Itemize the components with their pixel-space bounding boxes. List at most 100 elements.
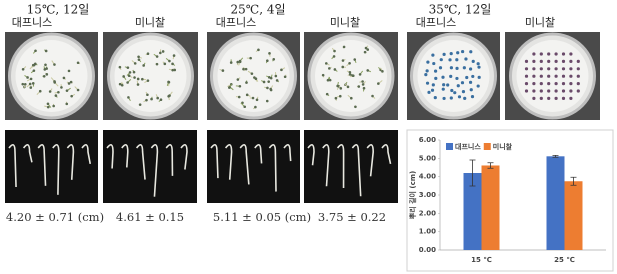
seed xyxy=(44,63,47,67)
seed xyxy=(67,82,71,85)
seed xyxy=(28,82,32,86)
seed xyxy=(31,82,35,85)
panel-title: 15℃, 12일 xyxy=(27,3,90,17)
seed xyxy=(561,96,566,100)
seed xyxy=(462,66,466,70)
dish-paper xyxy=(516,40,589,112)
seed xyxy=(26,76,29,79)
seed xyxy=(133,76,136,79)
seed xyxy=(341,65,345,69)
panel-label: 미니찰 xyxy=(330,16,360,29)
seed xyxy=(62,76,66,80)
seed xyxy=(456,84,460,88)
root xyxy=(135,144,146,180)
seed xyxy=(145,98,148,102)
seed xyxy=(34,49,37,53)
seed xyxy=(576,89,580,93)
seed xyxy=(463,96,467,100)
seed xyxy=(539,89,543,93)
seed xyxy=(338,94,342,98)
seed xyxy=(328,78,332,82)
seed xyxy=(348,73,352,76)
seed xyxy=(132,70,136,74)
seed xyxy=(455,66,459,70)
seed xyxy=(532,74,536,78)
root xyxy=(268,144,277,192)
root-photo xyxy=(103,130,197,203)
root xyxy=(106,144,114,169)
seed xyxy=(569,96,573,100)
seed xyxy=(69,80,73,84)
seed xyxy=(138,103,142,106)
seed xyxy=(48,90,52,93)
seed xyxy=(57,90,60,94)
seed xyxy=(431,53,435,57)
measurement: 4.20 ± 0.71 (cm) xyxy=(6,210,104,224)
seed xyxy=(477,65,481,69)
seed xyxy=(325,92,329,96)
seed xyxy=(342,45,346,49)
seed xyxy=(29,77,33,81)
seed xyxy=(142,64,145,67)
seed xyxy=(65,89,69,92)
seed xyxy=(118,82,122,86)
seed xyxy=(46,102,50,106)
seed xyxy=(266,86,269,90)
seed xyxy=(561,52,566,56)
seed xyxy=(23,83,27,86)
seed xyxy=(332,55,336,58)
panel-title: 25℃, 4일 xyxy=(231,3,286,17)
seed xyxy=(254,105,257,109)
seed xyxy=(76,88,80,92)
seed xyxy=(547,67,551,71)
seed xyxy=(67,69,71,73)
seed xyxy=(439,58,443,62)
seed xyxy=(159,51,162,55)
seed xyxy=(539,82,543,86)
seed xyxy=(161,50,165,53)
seed xyxy=(141,77,144,81)
seed xyxy=(146,52,150,55)
root xyxy=(22,144,33,163)
seed xyxy=(554,52,558,56)
seed xyxy=(122,75,125,78)
seed xyxy=(470,95,475,99)
seed xyxy=(569,89,573,93)
seed xyxy=(547,89,551,93)
seed xyxy=(366,69,370,72)
error-bar xyxy=(487,162,494,169)
seed xyxy=(348,70,352,74)
seed xyxy=(136,83,140,86)
seed xyxy=(441,87,445,91)
seed xyxy=(172,54,176,57)
seed xyxy=(576,59,580,64)
seed xyxy=(547,59,551,64)
seed xyxy=(554,82,558,86)
seed xyxy=(469,67,473,71)
legend-label: 대프니스 xyxy=(455,142,481,151)
seed xyxy=(136,77,140,81)
seed xyxy=(532,82,536,86)
seed xyxy=(21,82,25,86)
seed xyxy=(341,59,345,62)
seed xyxy=(471,59,475,63)
seed xyxy=(366,48,370,51)
seed xyxy=(262,80,266,84)
seed xyxy=(254,77,258,80)
seed xyxy=(245,81,248,84)
seed xyxy=(133,62,137,65)
seed xyxy=(350,96,353,100)
seed xyxy=(268,52,271,55)
error-bar xyxy=(469,159,476,187)
seed xyxy=(228,86,231,89)
seed xyxy=(242,67,245,71)
seed xyxy=(146,79,150,82)
y-tick-label: 0.00 xyxy=(419,246,436,254)
root xyxy=(283,144,292,162)
root xyxy=(239,144,250,185)
seed xyxy=(126,81,129,84)
seed xyxy=(238,84,242,88)
seed xyxy=(455,58,459,62)
seed xyxy=(465,75,469,80)
error-bar xyxy=(552,155,559,158)
